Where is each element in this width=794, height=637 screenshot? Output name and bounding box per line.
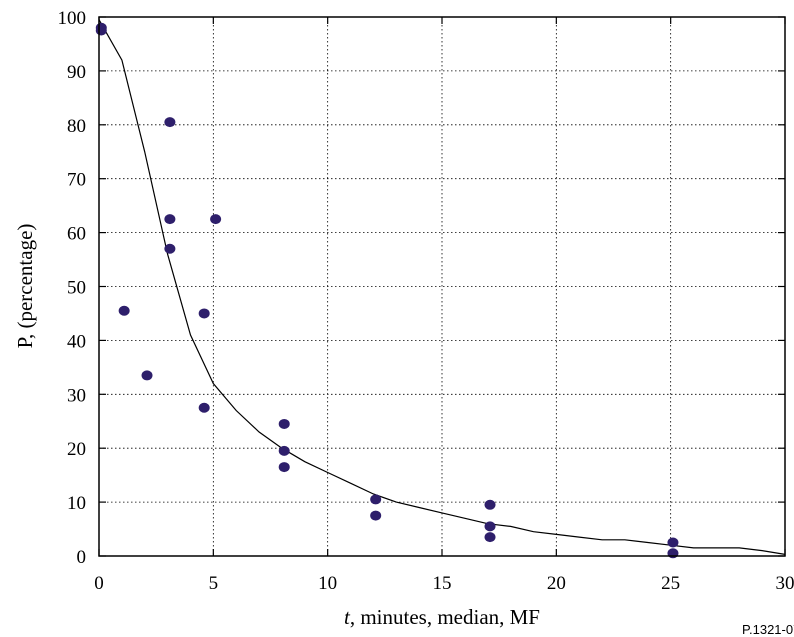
y-tick-label: 70 (67, 170, 86, 191)
data-point (198, 402, 210, 413)
x-axis-title-rest: , minutes, median, MF (350, 605, 540, 629)
x-axis-ticks: 0 5 10 15 20 25 30 (94, 17, 794, 594)
data-point (118, 305, 130, 316)
y-tick-label: 90 (67, 62, 86, 83)
y-tick-label: 10 (67, 493, 86, 514)
data-point (370, 510, 382, 521)
x-tick-label: 0 (94, 573, 104, 594)
x-tick-label: 5 (209, 573, 219, 594)
data-point (370, 494, 382, 505)
data-point (210, 214, 222, 225)
data-point (164, 243, 176, 254)
data-point (278, 462, 290, 473)
data-point (164, 117, 176, 128)
data-point (95, 25, 107, 36)
data-point (667, 548, 679, 559)
data-point (198, 308, 210, 319)
y-tick-label: 60 (67, 224, 86, 245)
x-tick-label: 25 (661, 573, 680, 594)
data-point (484, 532, 496, 543)
x-tick-label: 20 (547, 573, 566, 594)
y-axis-title: P, (percentage) (13, 224, 37, 349)
y-tick-label: 0 (77, 547, 87, 568)
y-tick-label: 40 (67, 331, 86, 352)
data-point (278, 418, 290, 429)
data-point (278, 445, 290, 456)
x-tick-label: 15 (433, 573, 452, 594)
y-tick-label: 30 (67, 385, 86, 406)
y-tick-label: 80 (67, 116, 86, 137)
y-tick-label: 100 (58, 8, 87, 29)
data-point (164, 214, 176, 225)
figure-reference-label: P.1321-07 (742, 622, 794, 637)
x-tick-label: 30 (776, 573, 794, 594)
y-tick-label: 20 (67, 439, 86, 460)
data-point (484, 499, 496, 510)
y-axis-ticks: 0 10 20 30 40 50 60 70 80 90 100 (58, 8, 785, 568)
data-point (141, 370, 153, 381)
grid-lines (99, 17, 785, 556)
x-tick-label: 10 (318, 573, 337, 594)
x-axis-title: t, minutes, median, MF (344, 605, 540, 629)
data-point (667, 537, 679, 548)
data-point (484, 521, 496, 532)
plot-frame (98, 16, 786, 557)
data-points (95, 22, 679, 559)
x-axis-title-italic: t (344, 605, 351, 629)
y-tick-label: 50 (67, 278, 86, 299)
